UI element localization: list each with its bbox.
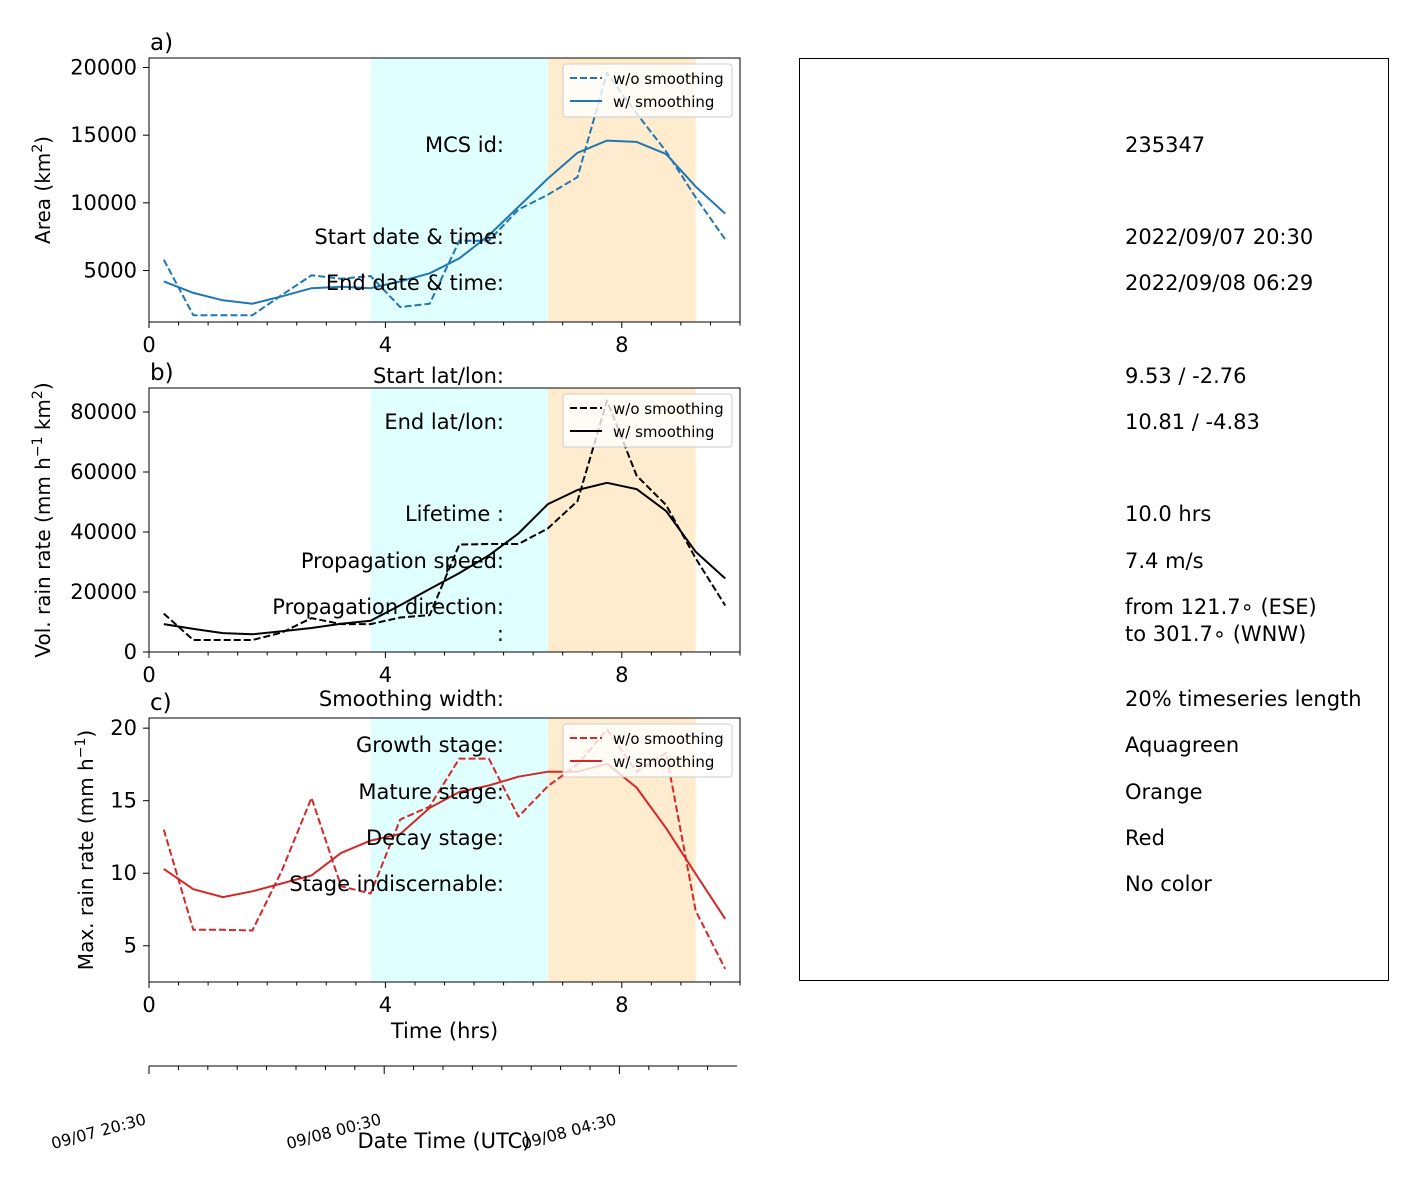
legend-entry: w/o smoothing (613, 70, 724, 88)
datetime-tick-label: 09/08 04:30 (520, 1110, 619, 1154)
legend-entry: w/o smoothing (613, 400, 724, 418)
y-tick-label: 0 (124, 640, 137, 664)
info-value: 20% timeseries length (1125, 687, 1362, 711)
x-tick-label: 8 (615, 333, 628, 357)
mcs-info-box: MCS id: 235347 Start date & time: 2022/0… (272, 58, 1389, 981)
x-tick-label: 8 (615, 663, 628, 687)
info-label: End date & time: (325, 271, 504, 295)
max-rain-rate-panel: 5 10 15 20 0 4 8 c) Max. rain rate (mm h−1) Time … (73, 690, 741, 1043)
info-label: Decay stage: (366, 826, 504, 850)
y-tick-label: 15 (110, 789, 137, 813)
datetime-tick-label: 09/07 20:30 (49, 1110, 148, 1154)
legend: w/o smoothing w/ smoothing (562, 393, 733, 448)
datetime-axis-label: Date Time (UTC) (358, 1129, 531, 1153)
panel-label: a) (150, 30, 173, 56)
x-tick-label: 0 (142, 993, 155, 1017)
info-label: Growth stage: (355, 733, 504, 757)
info-label: MCS id: (424, 133, 504, 157)
y-axis-label: Area (km2) (30, 136, 55, 244)
vol-rain-rate-panel: 0 20000 40000 60000 80000 0 4 8 b) Vol. rain rate… (30, 360, 741, 687)
y-tick-label: 20 (110, 716, 137, 740)
legend-box (562, 723, 733, 778)
info-label: Start date & time: (314, 225, 504, 249)
info-value: to 301.7∘ (WNW) (1125, 622, 1307, 646)
x-tick-label: 0 (142, 663, 155, 687)
info-label: Propagation speed: (300, 549, 504, 573)
growth-stage-shading (370, 58, 548, 322)
info-value: 2022/09/08 06:29 (1125, 271, 1314, 295)
series-line-with-smoothing (163, 481, 726, 636)
info-label: Lifetime : (404, 502, 504, 526)
y-tick-label: 20000 (70, 55, 137, 79)
info-label: Mature stage: (358, 780, 504, 804)
info-label: : (496, 622, 504, 646)
y-tick-label: 80000 (70, 400, 137, 424)
x-axis-label: Time (hrs) (390, 1019, 498, 1043)
y-tick-label: 20000 (70, 580, 137, 604)
info-label: Propagation direction: (272, 595, 504, 619)
y-tick-label: 40000 (70, 520, 137, 544)
info-label: Start lat/lon: (372, 364, 504, 388)
legend-box (562, 63, 733, 118)
growth-stage-shading (370, 718, 548, 982)
info-value: 235347 (1125, 133, 1206, 157)
info-label: Stage indiscernable: (289, 872, 504, 896)
info-value: from 121.7∘ (ESE) (1125, 595, 1317, 619)
series-line-with-smoothing (163, 139, 726, 305)
info-value: 7.4 m/s (1125, 549, 1204, 573)
panel-label: b) (150, 360, 174, 386)
info-label: Smoothing width: (318, 687, 504, 711)
x-tick-label: 4 (379, 333, 392, 357)
growth-stage-shading (370, 388, 548, 652)
info-label: End lat/lon: (384, 410, 504, 434)
legend: w/o smoothing w/ smoothing (562, 723, 733, 778)
x-tick-label: 8 (615, 993, 628, 1017)
legend-box (562, 393, 733, 448)
y-axis-label: Max. rain rate (mm h−1) (73, 730, 98, 970)
legend-entry: w/ smoothing (613, 753, 714, 771)
y-tick-label: 15000 (70, 123, 137, 147)
x-tick-label: 0 (142, 333, 155, 357)
info-value: 10.0 hrs (1125, 502, 1212, 526)
series-line-without-smoothing (163, 399, 727, 641)
info-value: Aquagreen (1125, 733, 1240, 757)
legend-entry: w/ smoothing (613, 423, 714, 441)
legend-entry: w/ smoothing (613, 93, 714, 111)
info-value: No color (1125, 872, 1212, 896)
info-value: 9.53 / -2.76 (1125, 364, 1247, 388)
info-value: 2022/09/07 20:30 (1125, 225, 1314, 249)
y-tick-label: 60000 (70, 460, 137, 484)
info-value: Orange (1125, 780, 1203, 804)
area-panel: 5000 10000 15000 20000 0 4 8 a) Area (km2) w/o sm… (30, 30, 741, 357)
y-axis-label: Vol. rain rate (mm h−1 km2) (30, 382, 55, 657)
info-value: Red (1125, 826, 1165, 850)
x-tick-label: 4 (379, 663, 392, 687)
legend-entry: w/o smoothing (613, 730, 724, 748)
y-tick-label: 10000 (70, 191, 137, 215)
legend: w/o smoothing w/ smoothing (562, 63, 733, 118)
series-line-with-smoothing (163, 762, 727, 920)
x-tick-label: 4 (379, 993, 392, 1017)
panel-label: c) (150, 690, 172, 716)
y-tick-label: 10 (110, 861, 137, 885)
y-tick-label: 5000 (84, 259, 137, 283)
info-value: 10.81 / -4.83 (1125, 410, 1260, 434)
y-tick-label: 5 (124, 934, 137, 958)
